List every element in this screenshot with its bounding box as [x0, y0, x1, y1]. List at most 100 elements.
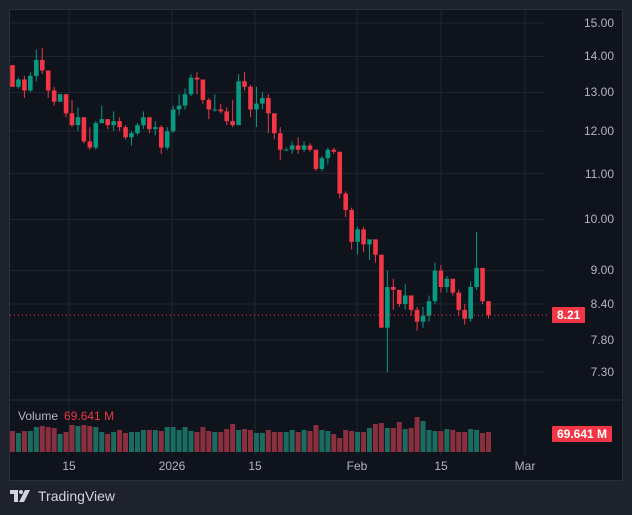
volume-bar — [384, 428, 390, 452]
volume-bar — [63, 432, 69, 452]
candle-body — [260, 97, 265, 104]
volume-bar — [331, 434, 337, 452]
candle-body — [248, 86, 253, 110]
candle-body — [93, 123, 99, 148]
volume-bar — [307, 431, 313, 452]
candle-body — [242, 81, 247, 87]
candle-body — [45, 70, 51, 91]
volume-bar — [15, 433, 21, 452]
volume-bar — [111, 432, 117, 452]
candle-body — [272, 113, 277, 134]
candle-body — [355, 229, 360, 242]
volume-bar — [69, 425, 75, 452]
volume-bar — [474, 430, 480, 452]
candle-body — [444, 278, 450, 288]
candle-body — [438, 270, 444, 288]
volume-bar — [283, 432, 289, 452]
volume-bar — [51, 428, 57, 452]
candle-body — [462, 309, 467, 319]
candle-body — [188, 77, 194, 95]
candle-body — [22, 79, 27, 91]
candle-body — [51, 90, 57, 102]
candle-body — [63, 94, 69, 114]
volume-bar — [343, 430, 349, 452]
candle-body — [111, 121, 116, 126]
volume-bar — [450, 430, 456, 452]
last-price-tag: 8.21 — [552, 307, 586, 323]
volume-bar — [367, 428, 372, 452]
y-tick-label: 7.30 — [590, 365, 614, 379]
volume-bar — [414, 417, 420, 452]
candle-body — [170, 109, 176, 132]
candle-body — [16, 79, 21, 87]
candle-body — [218, 109, 224, 112]
volume-bar — [480, 433, 486, 452]
volume-bar — [242, 429, 248, 452]
volume-bar — [361, 432, 367, 452]
volume-bar — [194, 432, 200, 452]
x-tick-label: Feb — [346, 459, 368, 473]
candle-body — [200, 79, 206, 100]
candle-body — [480, 267, 485, 302]
candle-body — [373, 239, 378, 255]
volume-bar — [57, 434, 63, 452]
volume-bar — [390, 428, 396, 452]
last-volume-tag: 69.641 M — [552, 426, 613, 442]
volume-bar — [123, 433, 129, 452]
candle-body — [254, 103, 259, 110]
candle-body — [57, 94, 63, 102]
volume-bar — [81, 425, 87, 452]
volume-bar — [146, 430, 152, 452]
candle-body — [414, 309, 420, 322]
volume-bar — [301, 430, 307, 452]
candle-body — [289, 145, 295, 150]
volume-bar — [253, 433, 259, 452]
volume-bar — [117, 430, 123, 452]
candle-body — [224, 111, 229, 122]
volume-bar — [438, 431, 444, 452]
volume-bar — [355, 432, 361, 452]
candle-body — [266, 97, 271, 114]
volume-bar — [134, 432, 140, 452]
volume-bar — [456, 432, 462, 452]
volume-bar — [349, 431, 355, 452]
tradingview-branding[interactable]: TradingView — [10, 488, 115, 504]
volume-bar — [265, 430, 271, 452]
candle-body — [325, 149, 331, 159]
x-tick-label: 15 — [434, 459, 448, 473]
candle-body — [176, 105, 182, 110]
volume-bar — [468, 429, 474, 452]
candle-body — [301, 145, 307, 150]
volume-bar — [21, 431, 27, 452]
candle-body — [105, 119, 110, 126]
volume-bar — [408, 428, 414, 452]
volume-bar — [182, 427, 188, 452]
volume-bar — [105, 434, 111, 452]
candle-body — [99, 119, 105, 124]
candle-body — [349, 209, 354, 242]
candle-body — [212, 109, 218, 111]
candle-body — [307, 145, 313, 150]
volume-bar — [27, 431, 33, 452]
volume-bar — [289, 430, 295, 452]
candle-body — [75, 117, 81, 126]
volume-bar — [236, 430, 242, 452]
y-tick-label: 12.00 — [583, 124, 614, 138]
volume-bar — [170, 427, 176, 452]
candle-body — [123, 127, 128, 138]
chart-frame — [9, 9, 623, 481]
volume-bar — [129, 432, 134, 452]
candle-body — [313, 149, 319, 169]
candle-body — [396, 289, 402, 305]
candle-body — [432, 270, 438, 302]
candle-body — [343, 193, 348, 210]
candle-body — [87, 141, 93, 148]
candle-body — [474, 267, 479, 288]
candle-body — [153, 127, 158, 130]
tradingview-logo-icon — [10, 490, 30, 502]
candle-body — [81, 117, 87, 142]
volume-bar — [313, 425, 319, 452]
candle-body — [426, 301, 432, 316]
brand-name: TradingView — [38, 488, 116, 504]
